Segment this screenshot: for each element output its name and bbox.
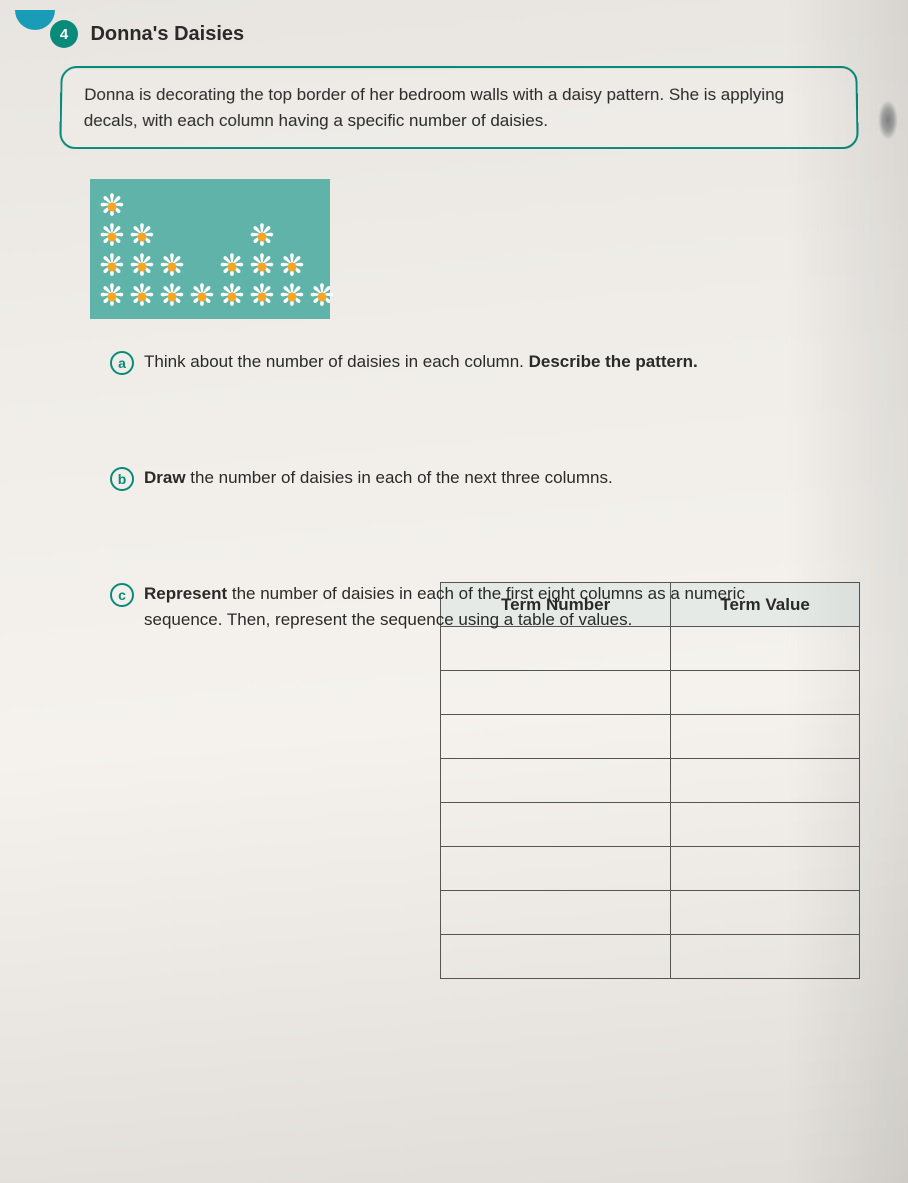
table-row <box>441 671 860 715</box>
table-cell-term-number <box>441 627 671 671</box>
table-row <box>441 627 860 671</box>
table-cell-term-value <box>671 759 860 803</box>
lesson-header: 4 Donna's Daisies <box>50 20 868 48</box>
lesson-title: Donna's Daisies <box>90 23 244 46</box>
daisy-column <box>128 223 156 311</box>
table-container: Term Number Term Value <box>440 582 868 979</box>
daisy-column <box>98 193 126 311</box>
table-cell-term-value <box>671 715 860 759</box>
table-row <box>441 891 860 935</box>
daisy-icon <box>128 253 156 281</box>
daisy-icon <box>128 283 156 311</box>
daisy-icon <box>248 283 276 311</box>
table-cell-term-number <box>441 715 671 759</box>
daisy-icon <box>218 283 246 311</box>
daisy-column <box>218 253 246 311</box>
question-a-text: Think about the number of daisies in eac… <box>144 349 828 375</box>
table-cell-term-number <box>441 803 671 847</box>
table-cell-term-value <box>671 891 860 935</box>
daisy-icon <box>98 283 126 311</box>
daisy-icon <box>248 223 276 251</box>
table-row <box>441 715 860 759</box>
daisy-icon <box>218 253 246 281</box>
question-a-before: Think about the number of daisies in eac… <box>144 352 529 371</box>
binder-hole <box>878 100 898 140</box>
daisy-icon <box>278 283 306 311</box>
question-letter-c: c <box>110 583 134 607</box>
daisy-column <box>278 253 306 311</box>
table-cell-term-number <box>441 759 671 803</box>
daisy-icon <box>98 253 126 281</box>
daisy-icon <box>248 253 276 281</box>
daisy-icon <box>98 193 126 221</box>
question-a-bold: Describe the pattern. <box>529 352 698 371</box>
daisy-icon <box>308 283 336 311</box>
question-c-bold: Represent <box>144 584 227 603</box>
daisy-column <box>188 283 216 311</box>
term-table: Term Number Term Value <box>440 582 860 979</box>
table-cell-term-number <box>441 935 671 979</box>
table-cell-term-value <box>671 935 860 979</box>
table-cell-term-number <box>441 847 671 891</box>
question-letter-b: b <box>110 467 134 491</box>
daisy-icon <box>98 223 126 251</box>
daisy-column <box>308 283 336 311</box>
daisy-pattern-panel <box>90 179 330 319</box>
question-b-bold: Draw <box>144 468 186 487</box>
table-cell-term-number <box>441 671 671 715</box>
daisy-icon <box>158 253 186 281</box>
table-cell-term-value <box>671 627 860 671</box>
table-row <box>441 935 860 979</box>
daisy-column <box>158 253 186 311</box>
table-cell-term-number <box>441 891 671 935</box>
prompt-text: Donna is decorating the top border of he… <box>84 85 785 129</box>
daisy-icon <box>158 283 186 311</box>
question-letter-a: a <box>110 351 134 375</box>
table-cell-term-value <box>671 847 860 891</box>
question-c-after: the number of daisies in each of the fir… <box>144 584 745 629</box>
question-b-after: the number of daisies in each of the nex… <box>186 468 613 487</box>
prompt-box: Donna is decorating the top border of he… <box>59 66 858 149</box>
question-a: a Think about the number of daisies in e… <box>110 349 828 375</box>
daisy-icon <box>278 253 306 281</box>
table-row <box>441 759 860 803</box>
daisy-column <box>248 223 276 311</box>
table-cell-term-value <box>671 803 860 847</box>
question-b: b Draw the number of daisies in each of … <box>110 465 828 491</box>
table-cell-term-value <box>671 671 860 715</box>
question-b-text: Draw the number of daisies in each of th… <box>144 465 828 491</box>
table-row <box>441 847 860 891</box>
lesson-number-badge: 4 <box>50 20 78 48</box>
header-partial-circle <box>15 0 55 30</box>
table-row <box>441 803 860 847</box>
daisy-icon <box>128 223 156 251</box>
daisy-icon <box>188 283 216 311</box>
